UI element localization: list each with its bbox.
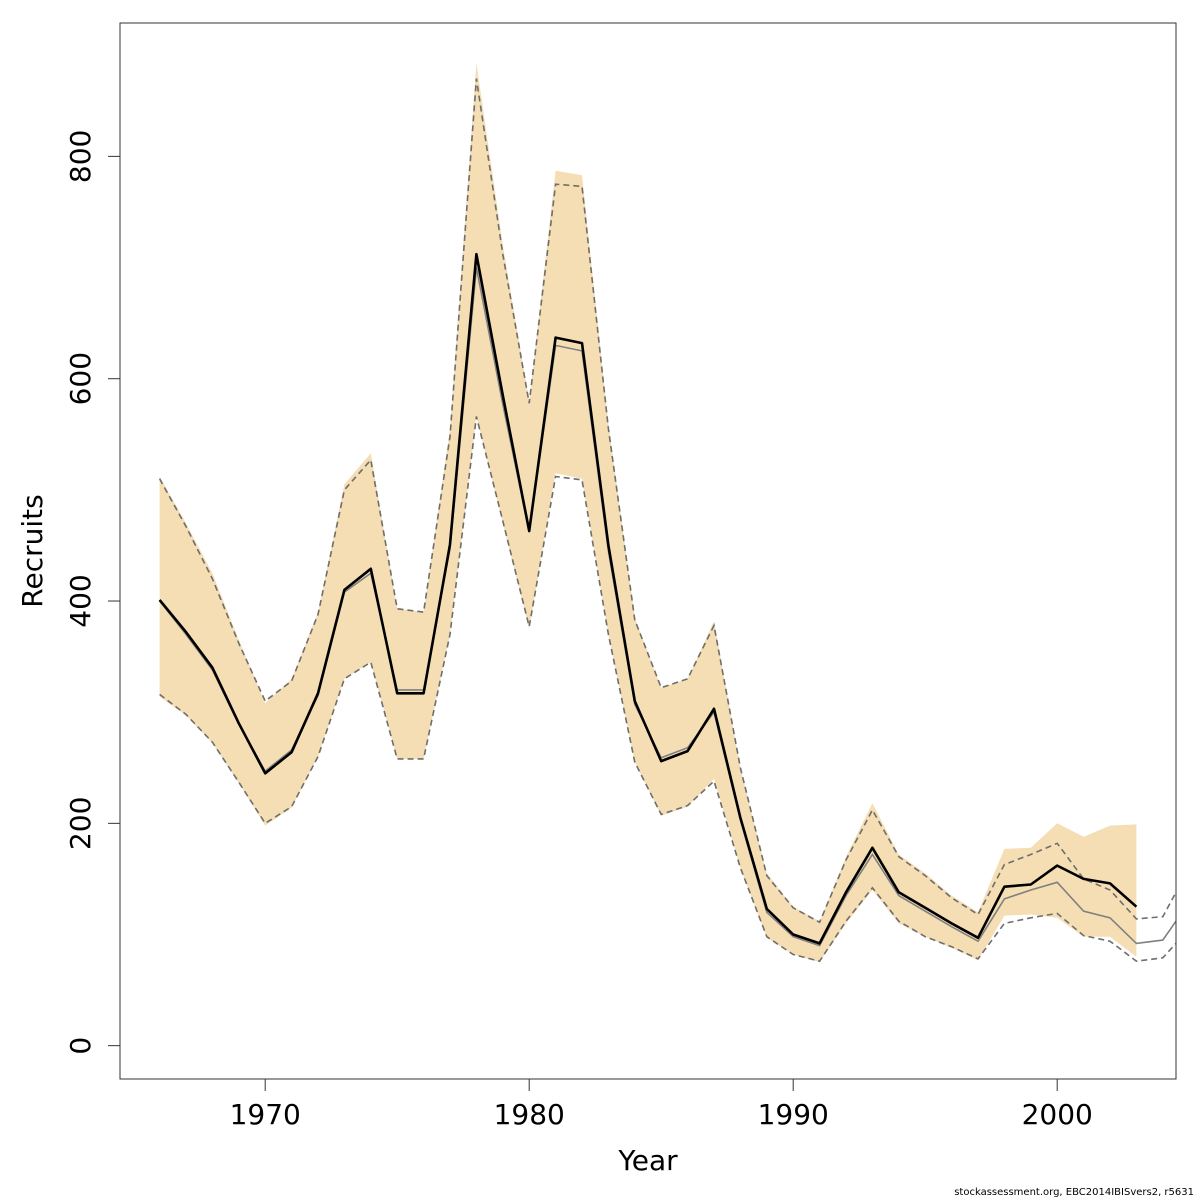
- x-tick-label: 2000: [1022, 1098, 1093, 1131]
- confidence-band: [159, 63, 1137, 963]
- secondary-estimate-line: [158, 267, 1177, 947]
- x-tick-label: 1990: [758, 1098, 829, 1131]
- y-tick-label: 800: [64, 130, 97, 183]
- y-tick-label: 400: [64, 574, 97, 627]
- y-tick-label: 200: [64, 797, 97, 850]
- x-axis-title: Year: [617, 1144, 678, 1177]
- axes: 1970 1980 1990 2000 0 200 400 600 800: [64, 130, 1093, 1131]
- x-tick-label: 1980: [494, 1098, 565, 1131]
- footer-credit: stockassessment.org, EBC2014IBISvers2, r…: [954, 1187, 1194, 1198]
- plot-area: [158, 63, 1177, 963]
- interval-lower-dashed-line: [159, 416, 1177, 963]
- y-axis-title: Recruits: [16, 494, 49, 607]
- interval-upper-dashed-line: [158, 78, 1177, 924]
- x-tick-label: 1970: [230, 1098, 301, 1131]
- main-estimate-line: [158, 252, 1138, 945]
- y-tick-label: 0: [64, 1037, 97, 1055]
- y-tick-label: 600: [64, 352, 97, 405]
